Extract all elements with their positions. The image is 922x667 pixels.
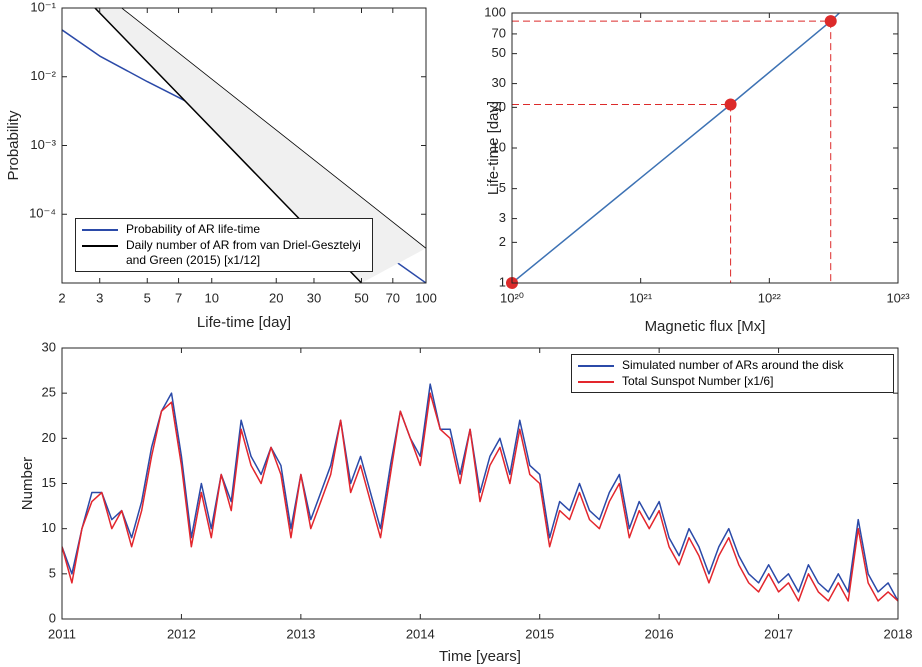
legend-swatch (82, 229, 118, 231)
y-tick-label: 15 (42, 475, 56, 490)
x-tick-label: 70 (386, 290, 400, 305)
plot-area (512, 13, 840, 283)
y-axis-label: Life-time [day] (485, 101, 502, 195)
y-tick-label: 30 (42, 339, 56, 354)
x-tick-label: 2013 (286, 626, 315, 641)
legend-label: Probability of AR life-time (126, 222, 261, 236)
x-tick-label: 2015 (525, 626, 554, 641)
y-tick-label: 10⁻² (30, 68, 56, 83)
x-tick-label: 30 (307, 290, 321, 305)
y-tick-label: 0 (49, 610, 56, 625)
plot-area (62, 383, 898, 602)
legend-swatch (578, 365, 614, 367)
point (724, 98, 737, 111)
x-tick-label: 10²² (758, 290, 782, 305)
x-tick-label: 50 (354, 290, 368, 305)
plot-area (62, 8, 426, 283)
y-tick-label: 20 (42, 430, 56, 445)
x-axis-label: Magnetic flux [Mx] (645, 318, 766, 335)
x-tick-label: 2018 (884, 626, 913, 641)
x-tick-label: 3 (96, 290, 103, 305)
legend: Probability of AR life-time Daily number … (75, 218, 373, 272)
x-tick-label: 2014 (406, 626, 435, 641)
x-tick-label: 2 (58, 290, 65, 305)
y-tick-label: 100 (484, 4, 506, 19)
x-tick-label: 10 (205, 290, 219, 305)
y-tick-label: 50 (492, 45, 506, 60)
y-tick-label: 10⁻¹ (30, 0, 56, 14)
legend-swatch (82, 245, 118, 247)
legend-label: Total Sunspot Number [x1/6] (622, 374, 774, 388)
x-tick-label: 10²¹ (629, 290, 653, 305)
y-tick-label: 1 (499, 274, 506, 289)
line (62, 392, 898, 602)
legend-entry: Probability of AR life-time (82, 222, 366, 237)
y-axis-label: Number (19, 457, 36, 510)
x-tick-label: 2011 (48, 626, 76, 641)
y-tick-label: 20 (492, 99, 506, 114)
y-tick-label: 3 (499, 210, 506, 225)
point (824, 15, 837, 28)
legend-swatch (578, 381, 614, 383)
x-tick-label: 5 (144, 290, 151, 305)
x-tick-label: 10²⁰ (500, 290, 524, 305)
y-tick-label: 10 (492, 139, 506, 154)
y-tick-label: 10⁻³ (30, 137, 56, 152)
x-tick-label: 100 (415, 290, 437, 305)
x-tick-label: 10²³ (886, 290, 910, 305)
x-tick-label: 20 (269, 290, 283, 305)
x-tick-label: 2012 (167, 626, 196, 641)
legend-label: Daily number of AR from van Driel-Geszte… (126, 238, 361, 267)
legend-entry: Simulated number of ARs around the disk (578, 358, 887, 373)
x-axis-label: Life-time [day] (197, 314, 291, 331)
band-upper (121, 8, 426, 249)
axes-box (61, 347, 899, 620)
x-tick-label: 2017 (764, 626, 793, 641)
y-tick-label: 5 (499, 180, 506, 195)
y-tick-label: 30 (492, 75, 506, 90)
y-tick-label: 2 (499, 234, 506, 249)
band (94, 8, 426, 283)
x-tick-label: 7 (175, 290, 182, 305)
y-tick-label: 10 (42, 520, 56, 535)
line (62, 383, 898, 602)
y-tick-label: 70 (492, 25, 506, 40)
axes-box (511, 12, 899, 284)
y-tick-label: 25 (42, 385, 56, 400)
legend: Simulated number of ARs around the disk T… (571, 354, 894, 393)
y-tick-label: 5 (49, 565, 56, 580)
x-axis-label: Time [years] (439, 648, 521, 665)
legend-entry: Total Sunspot Number [x1/6] (578, 374, 887, 389)
y-tick-label: 10⁻⁴ (29, 206, 56, 221)
y-axis-label: Probability (5, 110, 22, 181)
axes-box (61, 7, 427, 284)
legend-entry: Daily number of AR from van Driel-Geszte… (82, 238, 366, 268)
line (512, 13, 840, 283)
x-tick-label: 2016 (645, 626, 674, 641)
legend-label: Simulated number of ARs around the disk (622, 358, 844, 372)
